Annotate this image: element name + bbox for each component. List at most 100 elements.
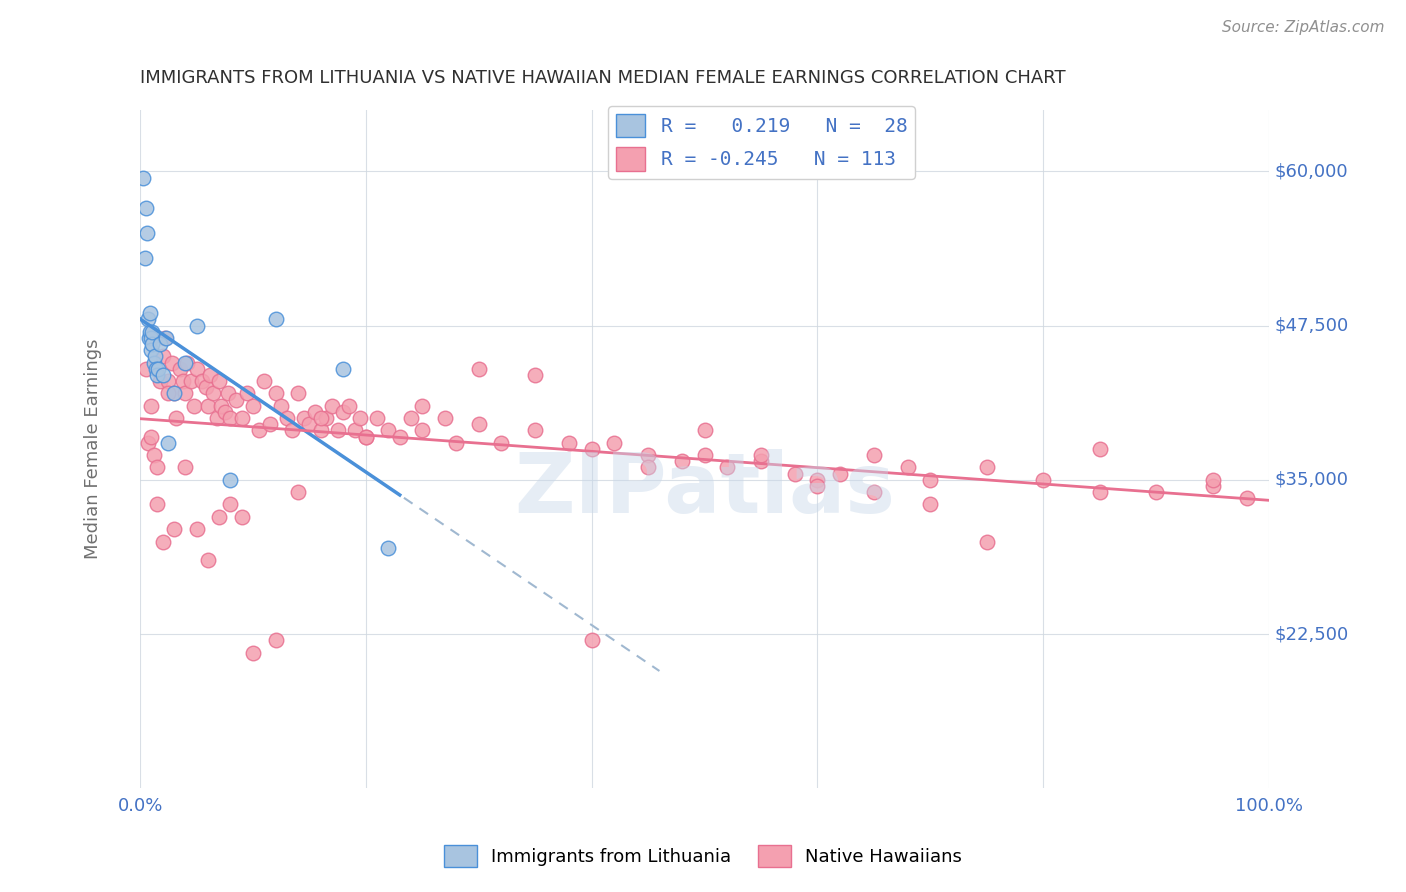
- Point: [152, 350, 174, 364]
- Text: ZIPatlas: ZIPatlas: [515, 450, 896, 530]
- Point: [231, 411, 253, 425]
- Point: [863, 485, 886, 500]
- Point: [172, 374, 194, 388]
- Point: [411, 424, 433, 438]
- Point: [783, 467, 806, 481]
- Point: [326, 424, 349, 438]
- Point: [897, 460, 920, 475]
- Point: [281, 424, 304, 438]
- Point: [186, 522, 208, 536]
- Point: [152, 368, 174, 382]
- Point: [581, 442, 603, 456]
- Point: [581, 633, 603, 648]
- Point: [135, 202, 157, 216]
- Point: [377, 541, 399, 555]
- Point: [141, 430, 163, 444]
- Point: [276, 411, 298, 425]
- Point: [693, 424, 716, 438]
- Point: [146, 498, 169, 512]
- Point: [1236, 491, 1258, 506]
- Point: [354, 430, 377, 444]
- Point: [637, 448, 659, 462]
- Point: [1088, 485, 1111, 500]
- Point: [354, 430, 377, 444]
- Point: [174, 460, 197, 475]
- Point: [399, 411, 422, 425]
- Point: [976, 460, 998, 475]
- Point: [1032, 473, 1054, 487]
- Point: [142, 448, 165, 462]
- Point: [169, 361, 191, 376]
- Point: [149, 374, 172, 388]
- Point: [219, 473, 242, 487]
- Point: [142, 356, 165, 370]
- Point: [377, 424, 399, 438]
- Point: [749, 448, 772, 462]
- Point: [149, 337, 172, 351]
- Point: [136, 312, 159, 326]
- Point: [135, 361, 157, 376]
- Point: [287, 485, 309, 500]
- Point: [183, 399, 205, 413]
- Text: $47,500: $47,500: [1275, 317, 1348, 334]
- Point: [366, 411, 388, 425]
- Point: [141, 343, 163, 358]
- Point: [315, 411, 337, 425]
- Point: [132, 170, 155, 185]
- Point: [186, 318, 208, 333]
- Point: [176, 356, 198, 370]
- Point: [141, 331, 163, 345]
- Point: [146, 460, 169, 475]
- Point: [247, 424, 270, 438]
- Point: [180, 374, 202, 388]
- Point: [920, 498, 942, 512]
- Point: [321, 399, 343, 413]
- Point: [468, 361, 491, 376]
- Point: [806, 473, 828, 487]
- Point: [174, 356, 197, 370]
- Point: [146, 361, 169, 376]
- Point: [259, 417, 281, 432]
- Point: [186, 361, 208, 376]
- Point: [309, 424, 332, 438]
- Point: [152, 534, 174, 549]
- Point: [141, 337, 163, 351]
- Legend: R =   0.219   N =  28, R = -0.245   N = 113: R = 0.219 N = 28, R = -0.245 N = 113: [607, 106, 915, 178]
- Point: [219, 498, 242, 512]
- Point: [749, 454, 772, 468]
- Point: [231, 509, 253, 524]
- Point: [920, 473, 942, 487]
- Point: [264, 633, 287, 648]
- Point: [242, 646, 264, 660]
- Point: [1088, 442, 1111, 456]
- Point: [264, 312, 287, 326]
- Point: [197, 553, 219, 567]
- Point: [806, 479, 828, 493]
- Point: [693, 448, 716, 462]
- Point: [716, 460, 738, 475]
- Point: [146, 368, 169, 382]
- Point: [208, 374, 231, 388]
- Point: [174, 386, 197, 401]
- Point: [157, 374, 180, 388]
- Point: [163, 522, 186, 536]
- Point: [165, 411, 187, 425]
- Point: [1201, 473, 1223, 487]
- Point: [202, 386, 225, 401]
- Point: [160, 356, 183, 370]
- Text: $22,500: $22,500: [1275, 625, 1348, 643]
- Point: [139, 306, 162, 320]
- Point: [671, 454, 693, 468]
- Point: [217, 386, 239, 401]
- Point: [163, 386, 186, 401]
- Point: [155, 331, 177, 345]
- Point: [863, 448, 886, 462]
- Point: [411, 399, 433, 413]
- Point: [828, 467, 851, 481]
- Text: Source: ZipAtlas.com: Source: ZipAtlas.com: [1222, 20, 1385, 35]
- Point: [197, 399, 219, 413]
- Point: [337, 399, 360, 413]
- Point: [433, 411, 456, 425]
- Point: [208, 509, 231, 524]
- Point: [558, 435, 581, 450]
